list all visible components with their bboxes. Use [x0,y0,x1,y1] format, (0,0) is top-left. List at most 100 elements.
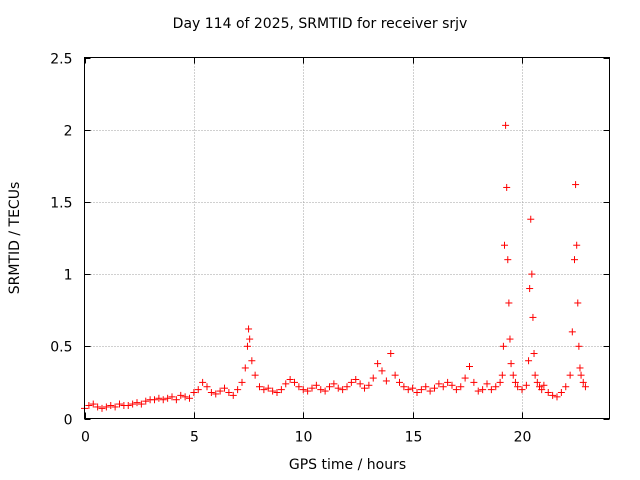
data-point [511,378,519,386]
data-point [361,384,368,392]
data-point [474,387,482,395]
data-point [229,391,237,399]
data-point [538,386,546,394]
data-point [396,378,403,386]
data-point [577,371,585,379]
data-point [562,383,570,391]
data-point [502,121,510,129]
data-point [129,400,137,408]
data-point [431,384,438,392]
data-point [186,394,193,402]
data-point [530,350,538,358]
data-point [308,384,316,392]
data-point [487,386,495,394]
data-point [312,381,320,389]
data-point [400,383,408,391]
grid-layer [84,57,610,419]
data-point [422,383,430,391]
data-point [216,387,224,395]
data-point [155,394,163,402]
data-point [334,384,342,392]
chart-title: Day 114 of 2025, SRMTID for receiver srj… [172,16,468,32]
tick-layer: 0 5 10 15 20 0 0.5 1 1.5 2 2.5 [50,52,610,446]
data-point [85,402,93,410]
data-point [435,380,443,388]
data-point [286,376,294,384]
data-point [299,386,307,394]
data-point [374,360,382,368]
data-point [111,403,119,411]
data-point [273,389,281,397]
data-point [540,381,548,389]
data-point [203,383,211,391]
data-point [479,386,487,394]
data-point [576,364,584,372]
data-point [525,357,533,365]
data-point [339,386,347,394]
data-point [243,342,251,350]
data-point [522,381,530,389]
data-point [248,357,256,365]
data-point [417,386,425,394]
data-point [573,241,581,249]
data-point [151,396,158,404]
data-point [369,374,377,382]
data-point [352,376,360,384]
data-point [504,256,512,264]
data-point [133,399,141,407]
data-point [317,386,325,394]
data-point [102,403,110,411]
data-point [256,383,263,391]
data-point [382,377,390,385]
data-point [343,383,351,391]
data-point [387,350,395,358]
data-point [251,371,259,379]
data-point [164,394,172,402]
data-point [260,386,268,394]
data-point [241,364,249,372]
data-point [264,384,272,392]
data-point [356,380,364,388]
data-point [566,371,574,379]
data-point [553,393,561,401]
x-tick-label: 0 [81,430,90,446]
data-point [330,380,338,388]
data-point [207,389,215,397]
data-point [526,285,534,293]
data-point [269,387,277,395]
data-point [142,397,150,405]
data-point [94,403,102,411]
data-point [571,256,578,264]
x-tick-label: 5 [190,430,199,446]
data-point [506,335,514,343]
x-tick-label: 15 [405,430,423,446]
plot-frame [84,57,610,419]
data-point [347,378,355,386]
y-tick-label: 0 [64,413,73,429]
data-point [172,396,180,404]
data-point [159,396,167,404]
data-point [304,387,312,395]
y-tick-label: 2 [64,124,73,140]
data-point [404,386,412,394]
data-point [246,335,254,343]
data-point [124,402,132,410]
y-tick-label: 2.5 [50,52,72,68]
data-point [509,371,517,379]
data-point [116,400,123,408]
data-point [483,380,491,388]
data-point [574,299,582,307]
data-point [391,371,399,379]
data-point [533,378,541,386]
data-point [448,381,456,389]
data-point [409,384,417,392]
data-point [572,181,580,189]
y-tick-label: 0.5 [50,340,72,356]
data-point [177,391,185,399]
data-point [194,386,202,394]
data-point [549,391,557,399]
data-point [365,381,373,389]
data-layer [81,121,589,412]
